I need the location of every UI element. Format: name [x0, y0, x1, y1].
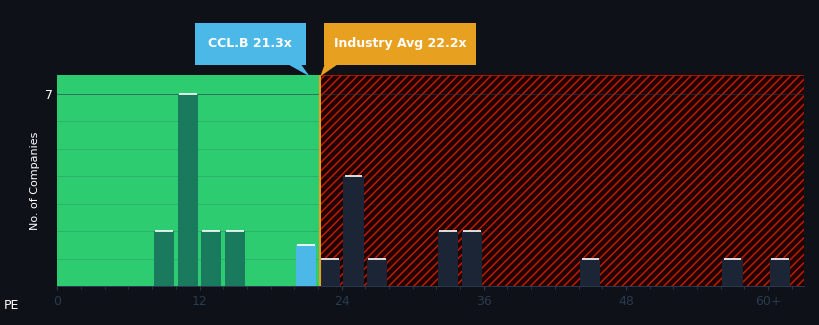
Bar	[461, 231, 482, 286]
Bar	[367, 259, 387, 286]
Bar	[178, 94, 197, 286]
Bar	[201, 231, 221, 286]
Text: PE: PE	[4, 299, 20, 312]
Bar	[57, 75, 320, 286]
Bar	[722, 259, 742, 286]
Text: Industry Avg 22.2x: Industry Avg 22.2x	[333, 37, 466, 50]
Bar	[154, 231, 174, 286]
Bar	[437, 231, 458, 286]
Bar	[320, 75, 803, 286]
Bar	[343, 176, 363, 286]
Bar	[296, 245, 316, 286]
Bar	[580, 259, 600, 286]
Bar	[320, 75, 803, 286]
Bar	[319, 259, 339, 286]
Bar	[320, 75, 803, 286]
Text: CCL.B 21.3x: CCL.B 21.3x	[208, 37, 292, 50]
Bar	[769, 259, 789, 286]
Bar	[320, 75, 803, 286]
Bar	[224, 231, 245, 286]
Y-axis label: No. of Companies: No. of Companies	[29, 131, 39, 229]
